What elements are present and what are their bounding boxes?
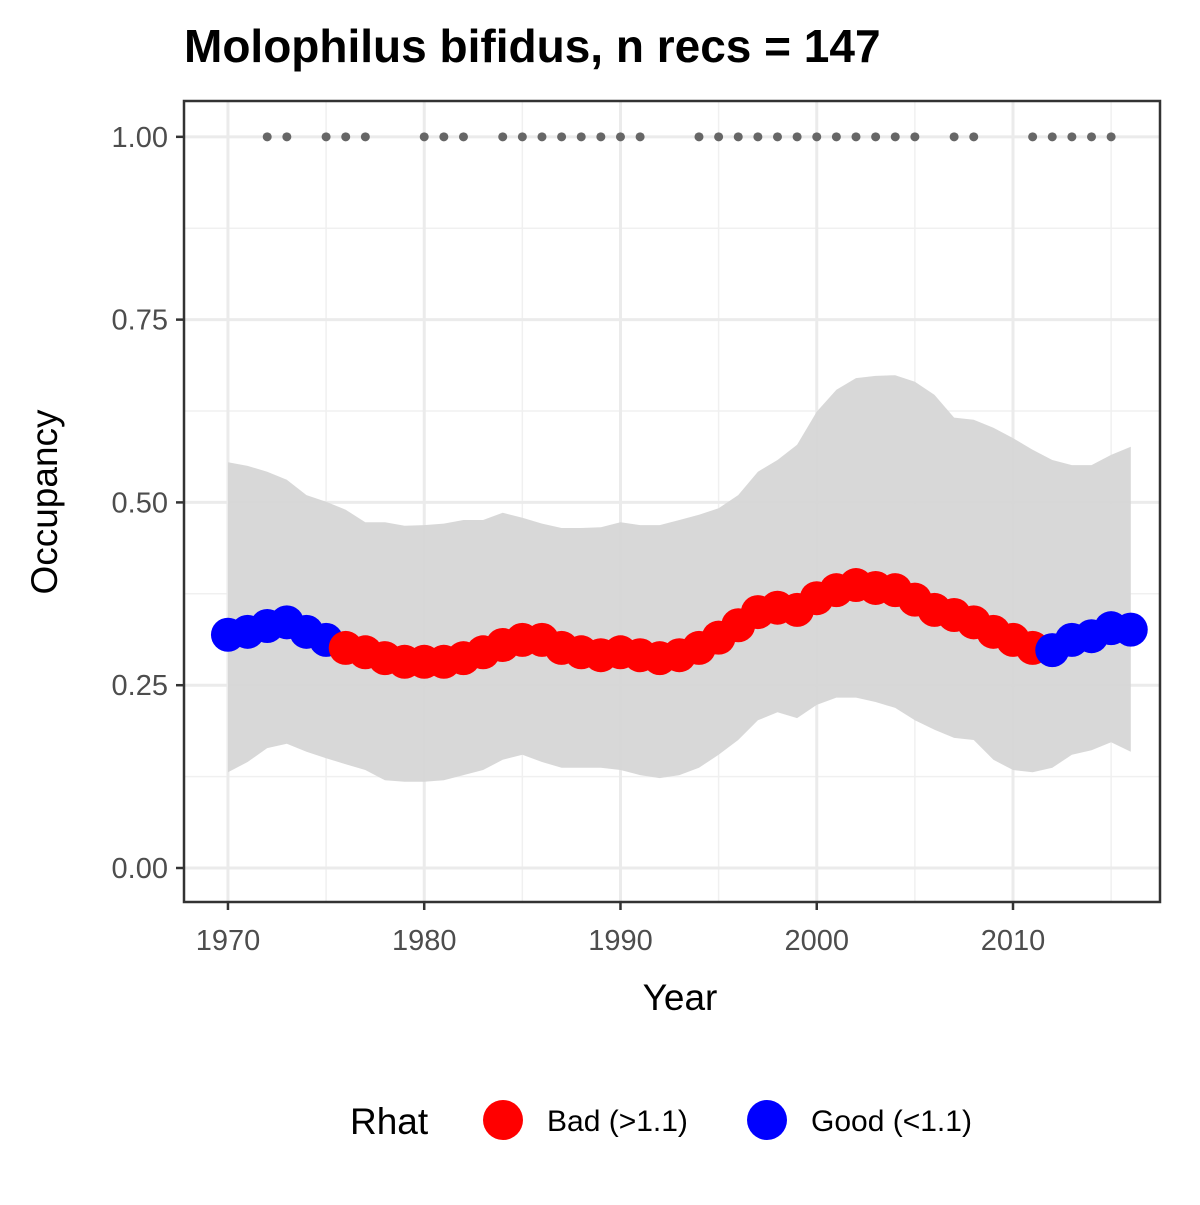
detection-dot: [615, 132, 625, 142]
detection-dot: [969, 132, 979, 142]
detection-dot: [439, 132, 449, 142]
x-tick-label: 1990: [588, 925, 653, 957]
detection-dot: [262, 132, 272, 142]
detection-dot: [851, 132, 861, 142]
detection-dot: [871, 132, 881, 142]
detection-dot: [733, 132, 743, 142]
detection-dot: [1106, 132, 1116, 142]
detection-dot: [831, 132, 841, 142]
detection-dot: [1047, 132, 1057, 142]
y-tick-label: 1.00: [112, 122, 168, 154]
y-tick-label: 0.50: [112, 487, 168, 519]
x-axis-label: Year: [643, 977, 718, 1018]
y-tick-label: 0.00: [112, 853, 168, 885]
y-tick-label: 0.25: [112, 670, 168, 702]
y-tick-label: 0.75: [112, 305, 168, 337]
detection-dot: [458, 132, 468, 142]
detection-dot: [321, 132, 331, 142]
detection-dot: [792, 132, 802, 142]
detection-dot: [1087, 132, 1097, 142]
x-tick-label: 1980: [392, 925, 457, 957]
credible-band: [228, 375, 1131, 782]
detection-dot: [812, 132, 822, 142]
chart-title: Molophilus bifidus, n recs = 147: [184, 20, 881, 72]
x-tick-label: 2000: [784, 925, 849, 957]
detection-dot: [419, 132, 429, 142]
detection-dot: [753, 132, 763, 142]
legend-swatch: [747, 1100, 787, 1140]
detection-dot: [1028, 132, 1038, 142]
detection-dot: [714, 132, 724, 142]
detection-dot: [360, 132, 370, 142]
occupancy-point: [1113, 612, 1148, 647]
detection-dot: [557, 132, 567, 142]
detection-dot: [890, 132, 900, 142]
detection-dot: [949, 132, 959, 142]
detection-dot: [537, 132, 547, 142]
detection-dot: [635, 132, 645, 142]
plot: 0.00 0.25 0.50 0.75 1.00 1970 1980 1990 2000 2010: [112, 99, 1162, 957]
detection-dot: [282, 132, 292, 142]
legend-swatch: [483, 1100, 523, 1140]
x-tick-label: 2010: [981, 925, 1046, 957]
x-tick-label: 1970: [196, 925, 261, 957]
detection-dot: [517, 132, 527, 142]
legend-label: Bad (>1.1): [547, 1105, 688, 1138]
detection-dot: [341, 132, 351, 142]
detection-dot: [576, 132, 586, 142]
legend-title: Rhat: [350, 1101, 429, 1142]
detection-dot: [694, 132, 704, 142]
detection-dot: [772, 132, 782, 142]
detection-dot: [1067, 132, 1077, 142]
detection-dot: [910, 132, 920, 142]
detection-dot: [498, 132, 508, 142]
legend-label: Good (<1.1): [811, 1105, 972, 1138]
y-axis-label: Occupancy: [24, 409, 65, 595]
detection-dot: [596, 132, 606, 142]
